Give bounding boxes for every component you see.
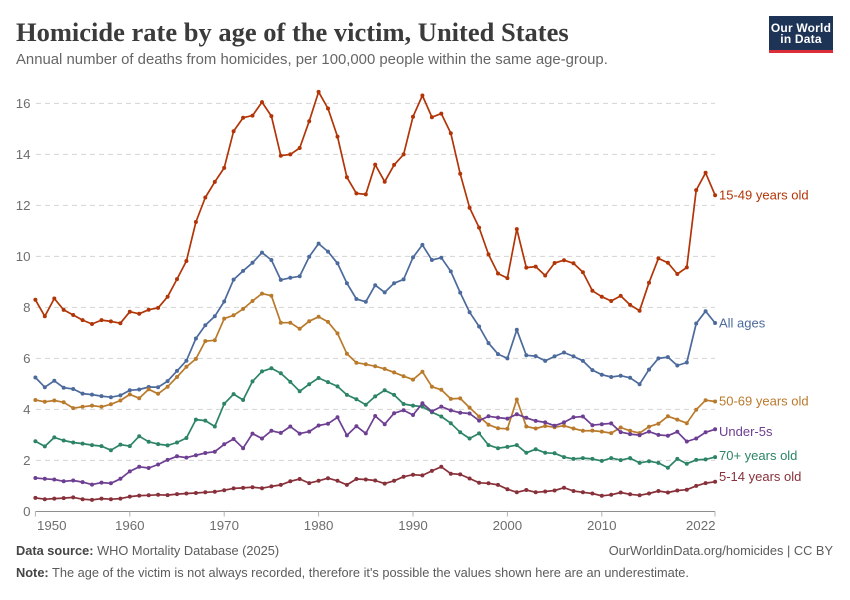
svg-text:1950: 1950 [37,518,67,533]
svg-text:2022: 2022 [686,518,716,533]
svg-text:0: 0 [23,504,30,519]
svg-text:2: 2 [23,453,30,468]
svg-text:14: 14 [16,147,31,162]
svg-text:16: 16 [16,96,31,111]
svg-text:70+ years old: 70+ years old [719,448,797,463]
svg-text:10: 10 [16,249,31,264]
svg-text:1970: 1970 [209,518,239,533]
svg-text:2000: 2000 [493,518,523,533]
svg-text:1990: 1990 [398,518,428,533]
svg-text:All ages: All ages [719,316,766,331]
svg-text:5-14 years old: 5-14 years old [719,469,801,484]
svg-text:15-49 years old: 15-49 years old [719,188,809,203]
svg-text:Under-5s: Under-5s [719,424,773,439]
svg-text:4: 4 [23,402,30,417]
svg-text:12: 12 [16,198,31,213]
svg-text:1960: 1960 [115,518,145,533]
svg-text:8: 8 [23,300,30,315]
svg-text:2010: 2010 [587,518,617,533]
svg-text:6: 6 [23,351,30,366]
svg-text:1980: 1980 [304,518,334,533]
svg-text:50-69 years old: 50-69 years old [719,394,809,409]
